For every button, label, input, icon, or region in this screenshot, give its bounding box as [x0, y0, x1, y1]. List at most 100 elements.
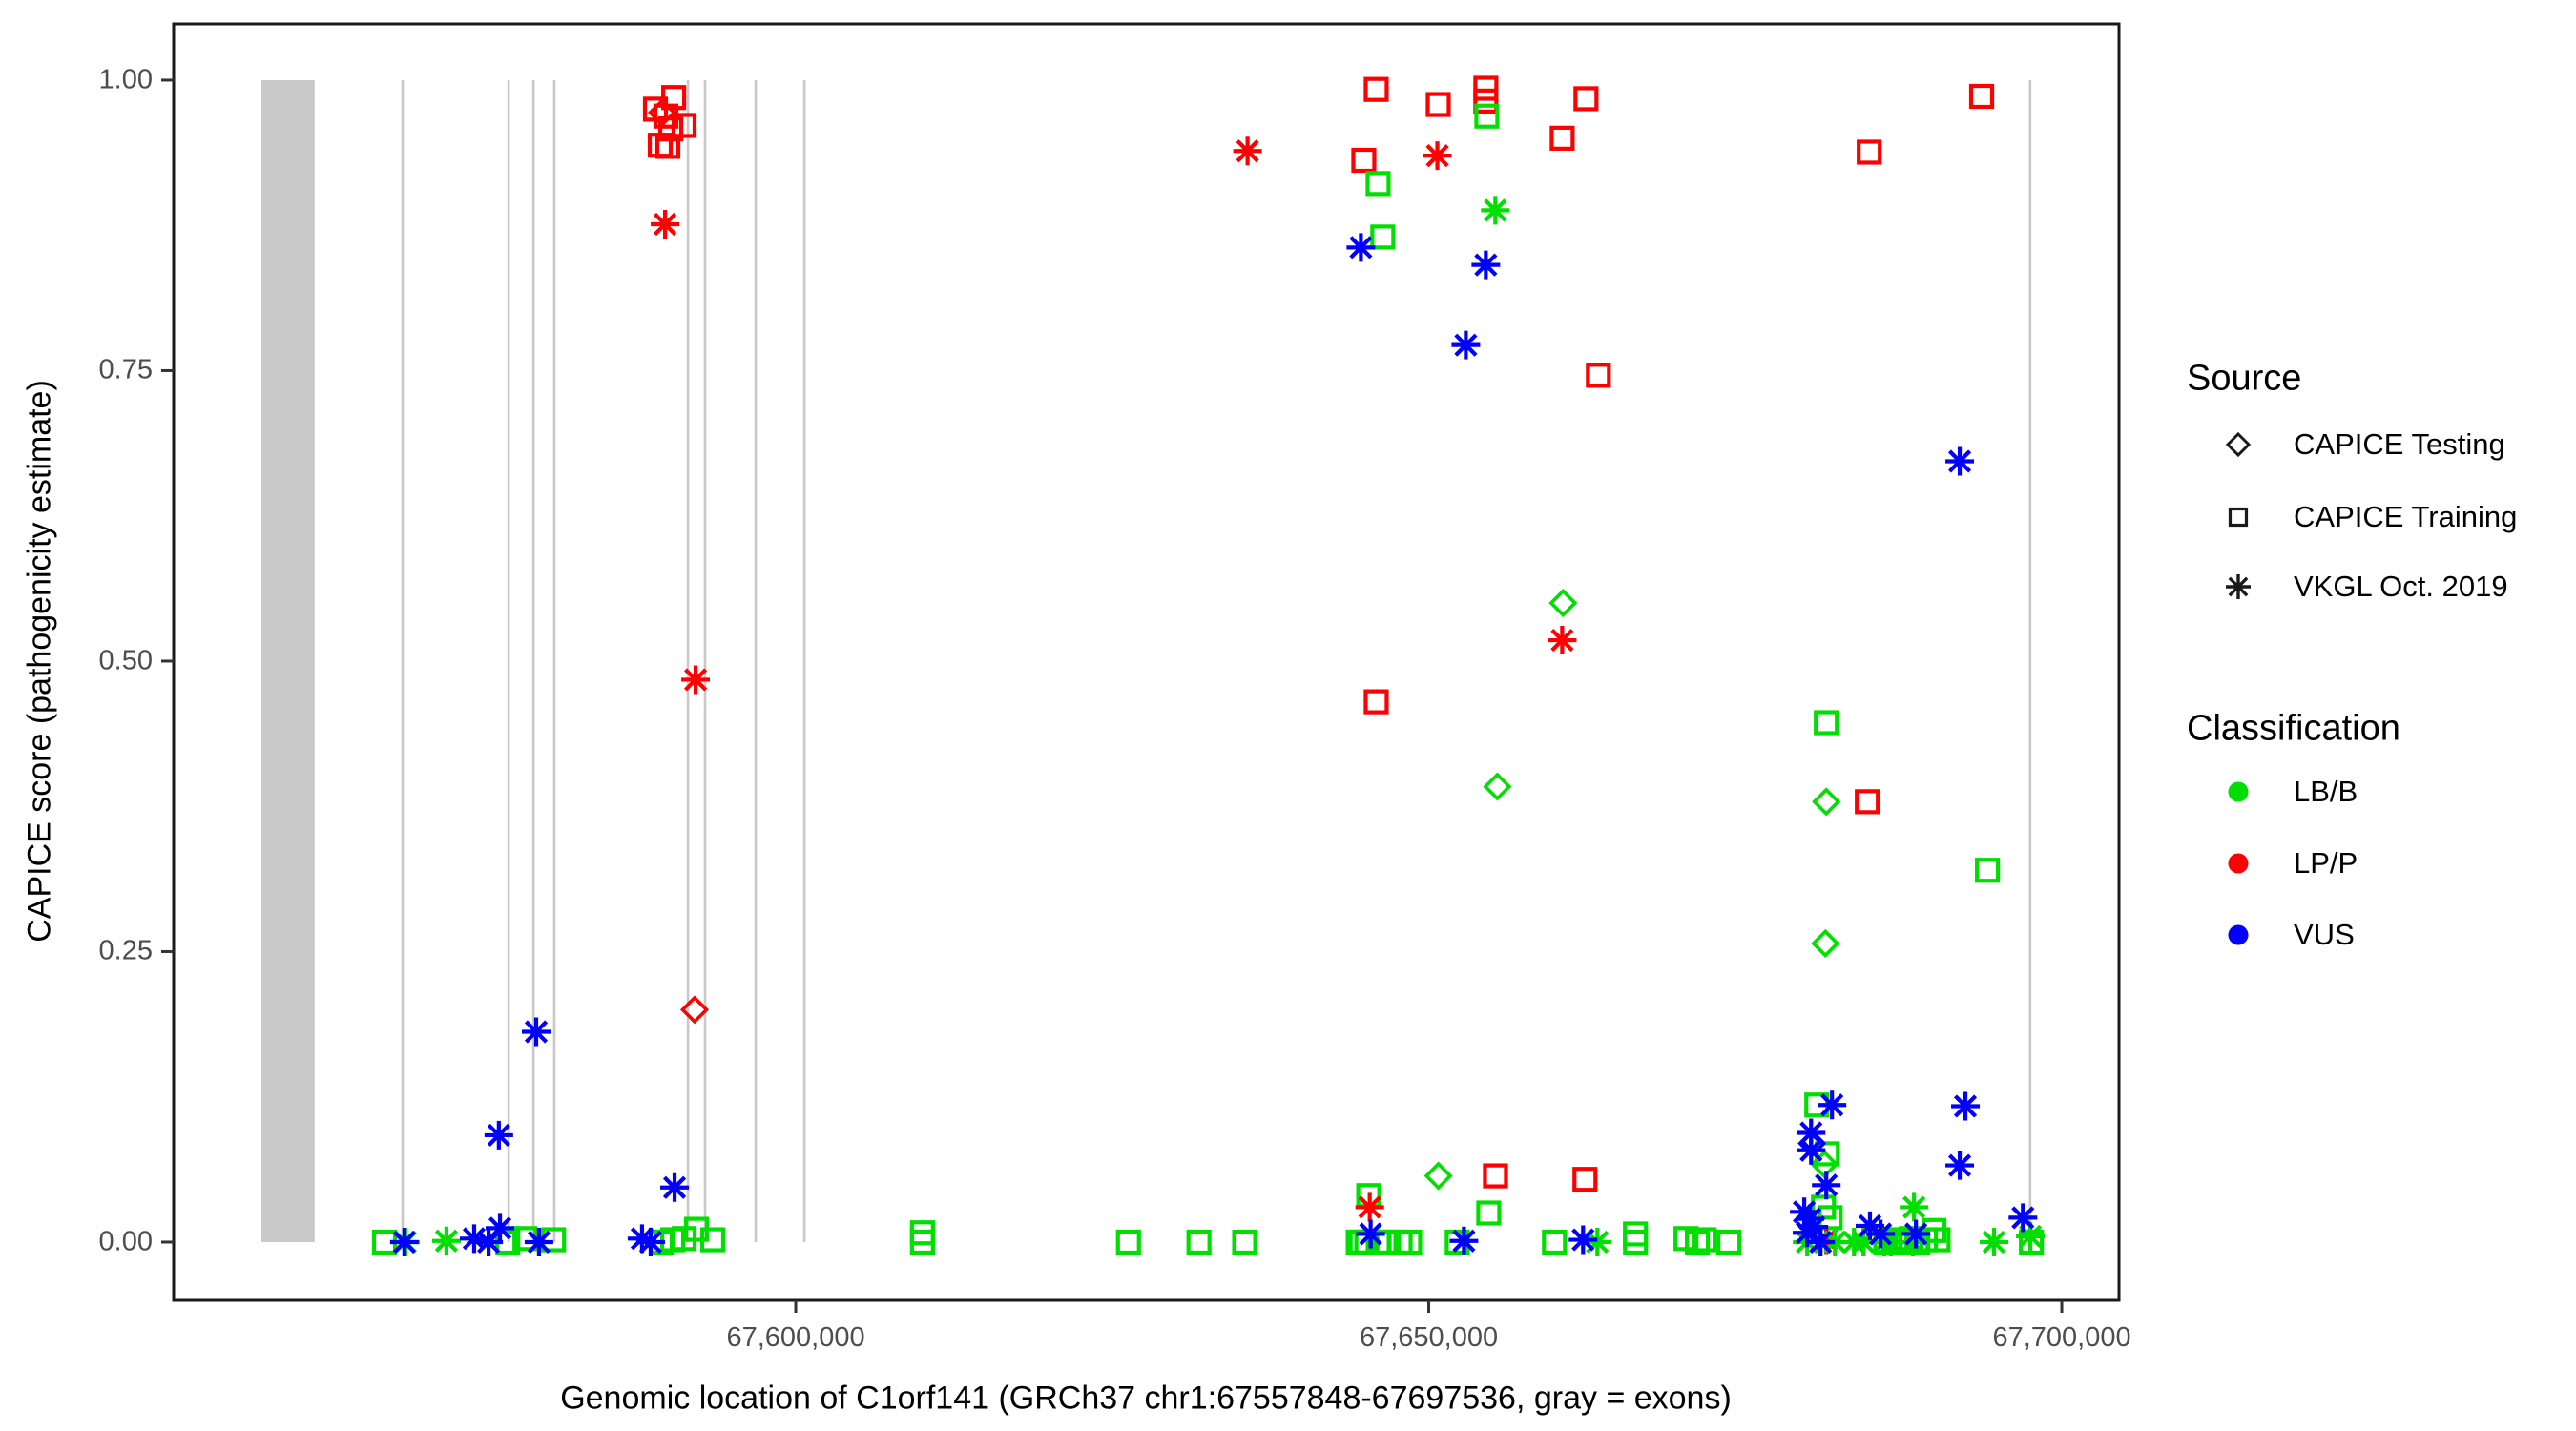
- data-point-square: [1425, 92, 1451, 117]
- data-point-square: [661, 85, 687, 111]
- data-point-asterisk: [635, 1227, 665, 1256]
- data-point-square: [1814, 710, 1839, 736]
- data-point-square: [1975, 858, 2001, 883]
- data-point-diamond: [1423, 1161, 1453, 1191]
- exon-band: [261, 79, 315, 1242]
- data-point-asterisk: [524, 1227, 553, 1256]
- legend-item-label: CAPICE Testing: [2294, 427, 2505, 461]
- data-point-square: [1365, 171, 1391, 197]
- y-axis-title: CAPICE score (pathogenicity estimate): [21, 380, 58, 943]
- legend-item-label: CAPICE Training: [2294, 500, 2518, 533]
- data-point-square: [1623, 1229, 1649, 1255]
- data-point-asterisk: [521, 1017, 551, 1047]
- data-point-asterisk: [431, 1226, 461, 1255]
- data-point-square: [1968, 83, 1995, 110]
- data-point-asterisk: [627, 1224, 656, 1254]
- legend-item-capice-training: CAPICE Training: [2215, 494, 2517, 540]
- legend-classification-title: Classification: [2187, 708, 2400, 749]
- data-point-diamond: [679, 995, 710, 1025]
- exon-band: [754, 79, 758, 1242]
- data-point-asterisk: [1423, 141, 1452, 171]
- lpp-dot-icon: [2215, 840, 2261, 886]
- x-axis-title: Genomic location of C1orf141 (GRCh37 chr…: [560, 1379, 1732, 1417]
- data-point-asterisk: [2016, 1221, 2046, 1251]
- legend-item-vkgl: VKGL Oct. 2019: [2215, 564, 2508, 610]
- data-point-asterisk: [1945, 446, 1975, 476]
- data-point-square: [1351, 147, 1377, 174]
- data-point-square: [1363, 689, 1389, 715]
- data-point-square: [1476, 1200, 1502, 1226]
- data-point-asterisk: [1945, 1151, 1975, 1180]
- data-point-asterisk: [486, 1213, 515, 1243]
- data-point-square: [1925, 1227, 1951, 1253]
- data-point-square: [1716, 1229, 1742, 1255]
- data-point-square: [1692, 1227, 1717, 1253]
- y-tick-label: 0.25: [98, 935, 153, 966]
- data-point-asterisk: [1818, 1090, 1847, 1120]
- data-point-asterisk: [1568, 1225, 1598, 1255]
- data-point-diamond: [647, 98, 677, 128]
- data-point-square: [1586, 363, 1611, 388]
- data-point-square: [1483, 1163, 1508, 1189]
- legend-item-label: VKGL Oct. 2019: [2294, 570, 2508, 603]
- data-point-asterisk: [1900, 1192, 1929, 1222]
- data-point-asterisk: [1951, 1091, 1981, 1121]
- data-point-asterisk: [1471, 250, 1501, 280]
- legend-item-capice-testing: CAPICE Testing: [2215, 422, 2505, 467]
- data-point-asterisk: [1812, 1225, 1841, 1255]
- data-point-square: [1473, 75, 1499, 101]
- data-point-asterisk: [1849, 1227, 1879, 1256]
- data-point-asterisk: [459, 1224, 488, 1254]
- data-point-square: [1857, 139, 1882, 165]
- y-tick-label: 0.50: [98, 645, 153, 676]
- data-point-asterisk: [681, 665, 711, 695]
- data-point-square: [1186, 1229, 1212, 1255]
- data-point-square: [909, 1229, 935, 1255]
- data-point-asterisk: [1233, 136, 1262, 166]
- data-point-square: [1623, 1221, 1649, 1247]
- data-point-asterisk: [1548, 626, 1577, 655]
- data-point-asterisk: [651, 209, 680, 238]
- exon-band: [686, 79, 690, 1242]
- data-point-asterisk: [1806, 1227, 1836, 1256]
- exon-band: [552, 79, 556, 1242]
- vus-dot-icon: [2215, 912, 2261, 958]
- asterisk-icon: [2215, 564, 2261, 610]
- exon-band: [401, 79, 405, 1242]
- data-point-square: [1397, 1229, 1423, 1255]
- data-point-square: [1473, 88, 1499, 114]
- data-point-square: [1115, 1229, 1141, 1255]
- legend-item-label: VUS: [2294, 918, 2355, 951]
- data-point-square: [1572, 1167, 1598, 1192]
- data-point-diamond: [1483, 772, 1512, 801]
- data-point-asterisk: [1793, 1218, 1822, 1248]
- data-point-asterisk: [1980, 1227, 2009, 1256]
- legend-item-lbb: LB/B: [2215, 769, 2358, 815]
- data-point-asterisk: [1449, 1226, 1479, 1255]
- data-point-asterisk: [1901, 1219, 1931, 1249]
- y-tick-label: 0.75: [98, 354, 153, 385]
- data-point-asterisk: [474, 1227, 504, 1256]
- exon-band: [2028, 79, 2032, 1242]
- exon-band: [507, 79, 510, 1242]
- data-point-asterisk: [1583, 1227, 1612, 1256]
- legend-source-title: Source: [2187, 358, 2302, 399]
- data-point-square: [1370, 224, 1396, 250]
- data-point-square: [1474, 103, 1500, 129]
- x-tick-label: 67,650,000: [1359, 1322, 1499, 1353]
- legend-item-label: LB/B: [2294, 775, 2358, 808]
- data-point-asterisk: [1899, 1227, 1928, 1256]
- legend-item-label: LP/P: [2294, 846, 2358, 880]
- data-point-asterisk: [660, 1172, 690, 1202]
- data-point-diamond: [1812, 787, 1841, 817]
- lbb-dot-icon: [2215, 769, 2261, 815]
- data-point-square: [1573, 86, 1599, 112]
- data-point-asterisk: [1866, 1219, 1896, 1249]
- y-tick-label: 0.00: [98, 1226, 153, 1257]
- data-point-square: [1855, 789, 1880, 815]
- data-point-asterisk: [2008, 1203, 2038, 1233]
- data-point-square: [1542, 1229, 1568, 1255]
- data-point-square: [1549, 125, 1575, 151]
